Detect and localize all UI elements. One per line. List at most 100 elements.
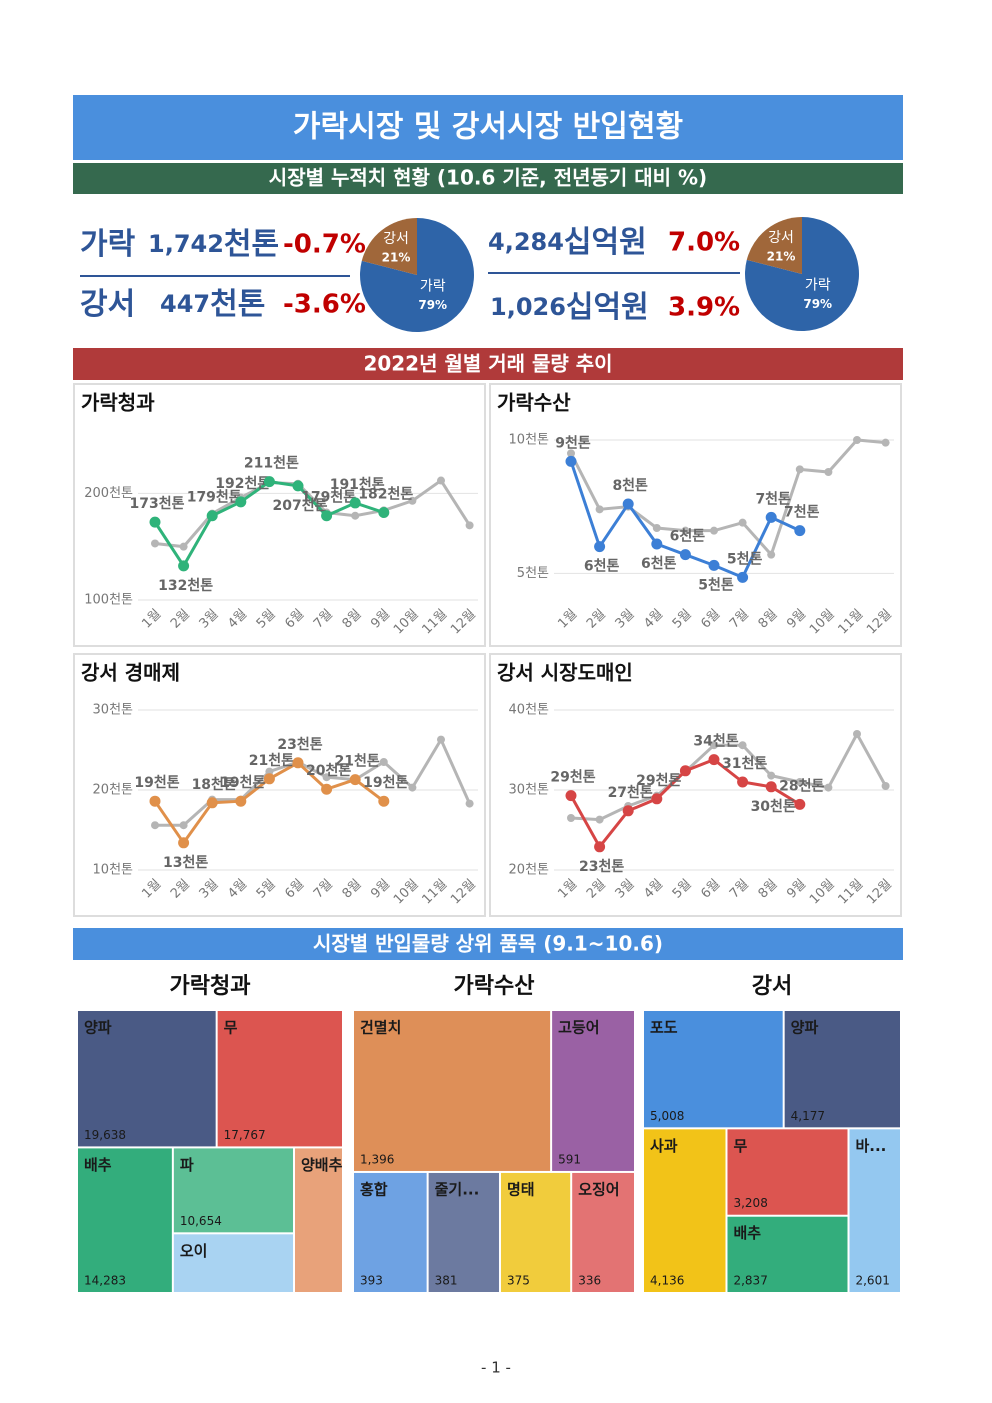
series-marker: [853, 436, 861, 444]
series-marker: [881, 438, 890, 447]
market: 가락: [80, 227, 136, 262]
y-tick-label: 20천톤: [93, 783, 134, 798]
series-marker: [767, 771, 776, 780]
treemap-value: 4,136: [650, 1274, 684, 1288]
treemap-value: 591: [558, 1152, 581, 1166]
data-label: 9천톤: [555, 435, 591, 451]
data-label: 191천톤: [330, 477, 385, 493]
data-label: 5천톤: [698, 577, 734, 593]
treemap-label: 홍합: [360, 1180, 388, 1198]
series-marker: [292, 480, 304, 492]
pie-value: 79%: [418, 298, 447, 312]
series-marker: [349, 774, 361, 786]
treemap-value: 17,767: [224, 1128, 266, 1142]
series-marker: [149, 795, 161, 807]
series-marker: [151, 539, 159, 548]
treemap-cell: [173, 1148, 294, 1233]
summary-volume: 강서 447천톤: [80, 287, 265, 322]
data-label: 192천톤: [215, 476, 270, 492]
series-marker: [235, 795, 247, 807]
data-label: 18천톤: [192, 777, 237, 793]
y-tick-label: 40천톤: [509, 703, 550, 718]
series-marker: [710, 526, 718, 535]
treemap-label: 양파: [791, 1019, 819, 1037]
summary-heading: 시장별 누적치 현황 (10.6 기준, 전년동기 대비 %): [269, 166, 707, 190]
series-marker: [179, 821, 188, 830]
y-tick-label: 200천톤: [84, 486, 133, 501]
series-marker: [765, 511, 777, 523]
treemap-value: 14,283: [84, 1274, 126, 1288]
pie-label: 강서: [768, 230, 794, 246]
series-marker: [206, 797, 218, 809]
data-label: 19천톤: [363, 775, 408, 791]
data-label: 13천톤: [163, 855, 208, 871]
series-marker: [595, 505, 604, 514]
series-marker: [881, 782, 890, 790]
series-marker: [795, 778, 804, 786]
y-tick-label: 100천톤: [84, 593, 133, 608]
data-label: 21천톤: [335, 754, 380, 770]
unit: 십억원: [564, 225, 647, 260]
treemap-label: 오징어: [578, 1180, 619, 1198]
series-marker: [622, 498, 634, 510]
data-label: 211천톤: [244, 456, 299, 472]
series-marker: [679, 765, 691, 777]
data-label: 6천톤: [670, 529, 706, 545]
treemap-label: 고등어: [558, 1019, 599, 1037]
treemap-label: 배추: [84, 1156, 112, 1174]
pie-label: 가락: [805, 277, 831, 293]
series-marker: [794, 525, 806, 537]
series-marker: [565, 455, 577, 467]
series-marker: [651, 538, 663, 550]
pie-slice: [745, 217, 860, 332]
treemap-cell: [78, 1148, 172, 1292]
series-marker: [567, 449, 575, 458]
unit: 십억원: [566, 290, 649, 325]
series-marker: [178, 837, 190, 849]
data-label: 28천톤: [779, 778, 824, 794]
chart-title: 가락청과: [81, 391, 155, 415]
y-tick-label: 10천톤: [93, 863, 134, 878]
treemap-cell: [572, 1172, 634, 1292]
treemap-cell: [644, 1129, 726, 1292]
summary-amount: 1,026십억원: [490, 290, 649, 325]
data-label: 29천톤: [550, 770, 595, 786]
treemap-label: 파: [180, 1156, 194, 1174]
chart-title: 강서 경매제: [81, 661, 180, 685]
treemap-label: 양파: [84, 1019, 112, 1037]
amount-change: 3.9%: [668, 293, 740, 323]
series-line: [569, 438, 886, 558]
pie-value: 21%: [767, 249, 796, 263]
data-label: 30천톤: [751, 799, 796, 815]
footer: - 1 -: [481, 1359, 511, 1377]
series-marker: [465, 521, 474, 530]
treemap-label: 무: [224, 1019, 238, 1037]
series-marker: [565, 790, 577, 802]
treemap-value: 4,177: [791, 1109, 825, 1123]
series-marker: [595, 815, 604, 824]
data-label: 173천톤: [130, 496, 185, 512]
data-label: 23천톤: [579, 859, 624, 875]
amount: 1,026: [490, 293, 566, 321]
data-label: 19천톤: [220, 775, 265, 791]
summary-amount: 4,284십억원: [488, 225, 647, 260]
series-marker: [824, 468, 833, 476]
data-label: 5천톤: [727, 551, 763, 567]
chart-panel: [489, 383, 902, 647]
treemap-label: 명태: [507, 1180, 535, 1198]
series-marker: [349, 497, 361, 509]
series-marker: [794, 798, 806, 810]
treemap-cell: [500, 1172, 571, 1292]
treemap-value: 19,638: [84, 1128, 126, 1142]
chart-panel: [73, 383, 486, 647]
treemap-label: 사과: [650, 1137, 678, 1155]
pie-slice: [746, 217, 802, 274]
treemap-cell: [727, 1216, 848, 1292]
series-marker: [795, 465, 804, 474]
treemap-label: 포도: [650, 1019, 678, 1037]
treemap-cell: [428, 1172, 499, 1292]
series-marker: [378, 795, 390, 807]
series-marker: [824, 783, 833, 792]
